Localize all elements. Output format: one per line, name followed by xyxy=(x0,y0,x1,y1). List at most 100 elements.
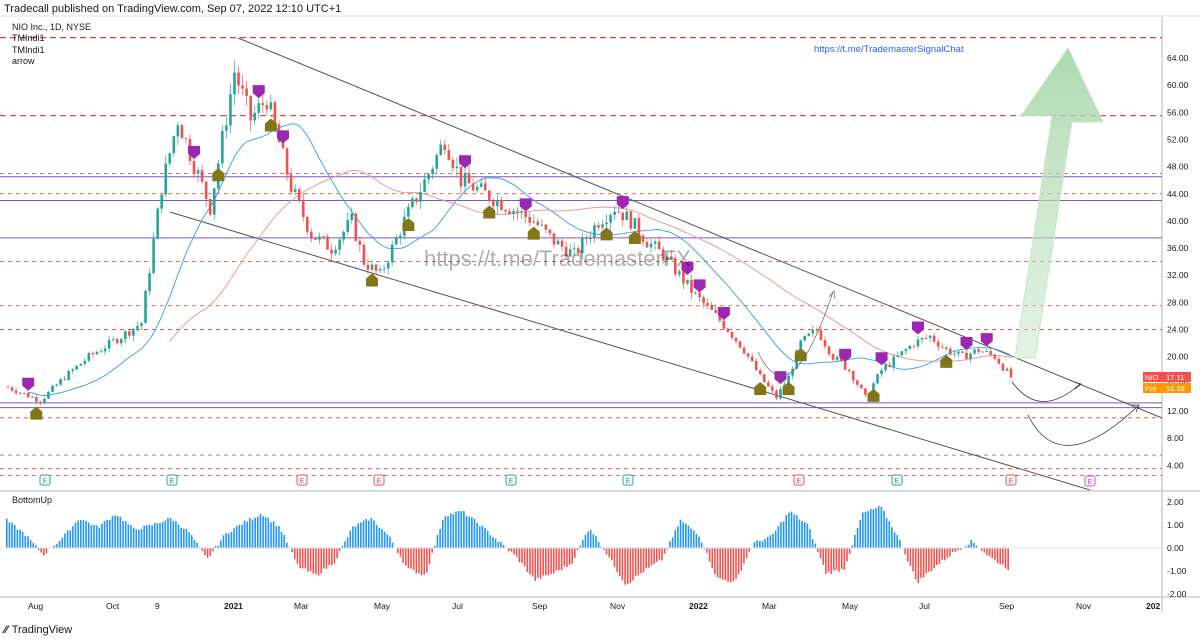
sell-signal-marker[interactable] xyxy=(252,85,265,99)
histogram-bar xyxy=(772,533,774,548)
candle xyxy=(338,237,341,256)
sell-signal-marker[interactable] xyxy=(960,336,973,350)
buy-signal-marker[interactable] xyxy=(782,382,795,396)
buy-signal-marker[interactable] xyxy=(264,118,277,132)
trendline-lower[interactable] xyxy=(169,211,1091,491)
candle xyxy=(75,365,79,371)
buy-signal-marker[interactable] xyxy=(365,273,378,287)
sell-signal-marker[interactable] xyxy=(459,155,472,169)
histogram-bar xyxy=(708,548,711,562)
histogram-bar xyxy=(809,529,811,548)
candle xyxy=(471,177,475,192)
buy-signal-marker[interactable] xyxy=(628,231,641,245)
histogram-bar xyxy=(439,528,441,548)
sell-signal-marker[interactable] xyxy=(188,145,201,159)
histogram-bar xyxy=(539,548,542,580)
sell-signal-marker[interactable] xyxy=(616,196,629,210)
histogram-bar xyxy=(658,548,661,560)
histogram-bar xyxy=(420,548,423,576)
histogram-bar xyxy=(307,548,309,572)
histogram-bar xyxy=(1007,548,1009,571)
candle xyxy=(661,246,665,264)
legend-symbol[interactable]: NIO Inc., 1D, NYSE xyxy=(12,22,92,32)
histogram-bar xyxy=(930,548,933,572)
buy-signal-marker[interactable] xyxy=(754,382,767,396)
histogram-bar xyxy=(669,541,671,548)
svg-text:16.39: 16.39 xyxy=(1166,384,1185,393)
moving-average-long[interactable] xyxy=(169,170,1012,362)
histogram-bar xyxy=(336,548,338,559)
earnings-event-marker[interactable]: E xyxy=(891,474,903,486)
histogram-bar xyxy=(521,548,523,564)
candle xyxy=(399,232,402,245)
histogram-bar xyxy=(16,529,19,548)
candle xyxy=(580,232,584,260)
candle xyxy=(156,207,159,240)
candle xyxy=(940,343,944,350)
histogram-bar xyxy=(780,522,782,548)
x-axis-tick: Mar xyxy=(294,601,309,611)
candle xyxy=(888,362,891,368)
histogram-bar xyxy=(415,548,418,574)
legend-indicator-2[interactable]: TMIndi1 xyxy=(12,45,45,55)
y-axis-tick: 36.00 xyxy=(1167,243,1189,253)
earnings-event-marker[interactable]: E xyxy=(1005,474,1017,486)
sell-signal-marker[interactable] xyxy=(22,377,35,391)
svg-text:E: E xyxy=(508,476,513,485)
histogram-bar xyxy=(928,548,930,572)
histogram-bar xyxy=(460,511,463,548)
earnings-event-marker[interactable]: E xyxy=(793,474,805,486)
histogram-bar xyxy=(687,525,690,548)
earnings-event-marker[interactable]: E xyxy=(373,474,385,486)
sell-signal-marker[interactable] xyxy=(774,371,787,385)
earnings-event-marker[interactable]: E xyxy=(296,474,308,486)
histogram-bar xyxy=(235,526,238,548)
sell-signal-marker[interactable] xyxy=(693,279,706,293)
histogram-bar xyxy=(925,548,928,574)
earnings-event-marker[interactable]: E xyxy=(166,474,178,486)
candle xyxy=(544,223,548,234)
trendline-upper[interactable] xyxy=(237,37,1163,419)
sell-signal-marker[interactable] xyxy=(839,348,852,362)
candle xyxy=(200,164,204,185)
histogram-bar xyxy=(518,548,521,563)
buy-signal-marker[interactable] xyxy=(600,227,613,241)
buy-signal-marker[interactable] xyxy=(483,205,496,219)
buy-signal-marker[interactable] xyxy=(527,226,540,240)
buy-signal-marker[interactable] xyxy=(867,388,880,402)
sell-signal-marker[interactable] xyxy=(911,321,924,335)
candle xyxy=(18,392,22,396)
candle xyxy=(957,351,960,357)
earnings-event-marker[interactable]: E xyxy=(505,474,517,486)
buy-signal-marker[interactable] xyxy=(30,406,43,420)
earnings-event-marker[interactable]: E xyxy=(39,474,51,486)
buy-signal-marker[interactable] xyxy=(212,168,225,182)
histogram-bar xyxy=(90,525,93,548)
sell-signal-marker[interactable] xyxy=(681,261,694,275)
sell-signal-marker[interactable] xyxy=(875,352,888,366)
buy-signal-marker[interactable] xyxy=(940,354,953,368)
sell-signal-marker[interactable] xyxy=(980,333,993,347)
legend-indicator-1[interactable]: TMIndi1 xyxy=(12,33,45,43)
histogram-bar xyxy=(40,548,42,553)
candle xyxy=(229,83,232,134)
signal-chat-link[interactable]: https://t.me/TrademasterSignalChat xyxy=(814,44,964,55)
candle xyxy=(330,244,333,260)
sell-signal-marker[interactable] xyxy=(519,198,532,212)
histogram-bar xyxy=(936,548,938,566)
histogram-bar xyxy=(500,541,502,548)
buy-signal-marker[interactable] xyxy=(402,218,415,232)
earnings-event-marker[interactable]: E xyxy=(1084,475,1096,487)
indicator-title[interactable]: BottomUp xyxy=(12,495,53,505)
tradingview-logo[interactable]: TradingView xyxy=(11,624,73,636)
histogram-bar xyxy=(220,540,222,548)
histogram-bar xyxy=(563,548,566,567)
earnings-event-marker[interactable]: E xyxy=(622,474,634,486)
candle xyxy=(370,259,374,272)
sell-signal-marker[interactable] xyxy=(717,307,730,321)
sell-signal-marker[interactable] xyxy=(277,130,290,144)
candle xyxy=(949,346,952,357)
legend-indicator-3[interactable]: arrow xyxy=(12,56,35,66)
histogram-bar xyxy=(914,548,917,580)
